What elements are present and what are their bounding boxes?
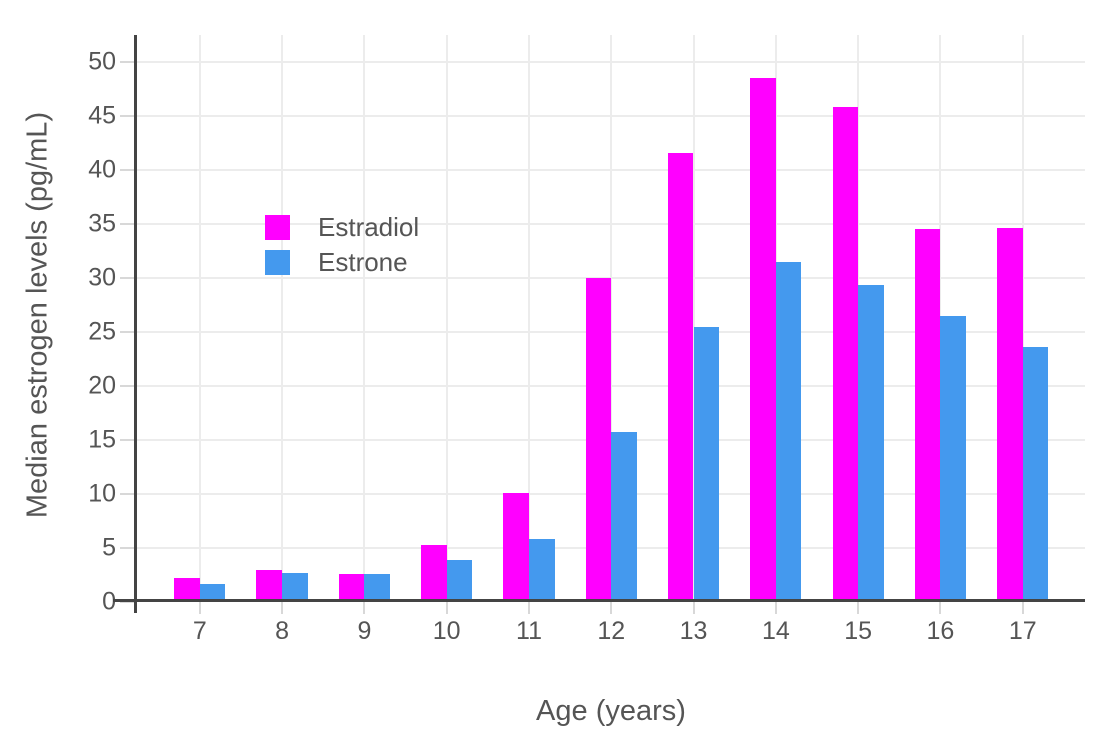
y-tick-50 bbox=[120, 61, 136, 63]
y-tick-45 bbox=[120, 115, 136, 117]
x-tick-label-9: 9 bbox=[357, 617, 372, 645]
x-gridline-11 bbox=[528, 35, 530, 602]
x-tick-label-14: 14 bbox=[761, 617, 790, 645]
bar-estrone-age-17 bbox=[1022, 347, 1049, 602]
x-tick-label-7: 7 bbox=[192, 617, 207, 645]
x-tick-16 bbox=[939, 602, 942, 614]
x-tick-9 bbox=[363, 602, 366, 614]
x-axis-title: Age (years) bbox=[536, 695, 686, 727]
y-tick-30 bbox=[120, 277, 136, 279]
bar-estradiol-age-10 bbox=[421, 544, 447, 602]
bar-estradiol-age-17 bbox=[997, 228, 1023, 602]
x-gridline-8 bbox=[281, 35, 284, 602]
bar-estradiol-age-15 bbox=[832, 107, 859, 602]
bar-estradiol-age-14 bbox=[750, 78, 776, 602]
bar-estrone-age-14 bbox=[775, 261, 802, 602]
bar-estrone-age-16 bbox=[940, 315, 966, 602]
y-tick-label-0: 0 bbox=[102, 587, 116, 616]
x-tick-label-16: 16 bbox=[926, 617, 955, 645]
x-tick-15 bbox=[857, 602, 860, 614]
y-tick-label-15: 15 bbox=[88, 425, 116, 454]
bar-estradiol-age-12 bbox=[585, 278, 612, 602]
y-tick-label-20: 20 bbox=[88, 371, 116, 400]
bar-estrone-age-9 bbox=[364, 573, 390, 602]
y-tick-label-5: 5 bbox=[102, 533, 116, 562]
bar-estradiol-age-16 bbox=[914, 229, 941, 602]
y-tick-label-10: 10 bbox=[88, 479, 116, 508]
x-gridline-10 bbox=[445, 35, 448, 602]
x-tick-7 bbox=[198, 602, 201, 614]
y-tick-label-25: 25 bbox=[88, 317, 116, 346]
x-tick-label-17: 17 bbox=[1008, 617, 1037, 645]
y-tick-15 bbox=[120, 439, 136, 441]
y-tick-label-50: 50 bbox=[88, 47, 116, 76]
legend-label-estradiol: Estradiol bbox=[318, 212, 420, 242]
x-gridline-9 bbox=[363, 35, 366, 602]
y-tick-40 bbox=[120, 169, 136, 171]
bar-estrone-age-13 bbox=[693, 326, 720, 602]
y-tick-25 bbox=[120, 331, 136, 333]
x-gridline-7 bbox=[198, 35, 201, 602]
x-tick-label-8: 8 bbox=[275, 617, 290, 645]
x-tick-label-11: 11 bbox=[516, 617, 542, 645]
x-tick-11 bbox=[528, 602, 530, 614]
y-tick-35 bbox=[120, 223, 136, 225]
y-tick-0 bbox=[120, 601, 136, 603]
bar-estradiol-age-13 bbox=[667, 152, 694, 602]
y-tick-label-35: 35 bbox=[88, 209, 116, 238]
y-tick-label-45: 45 bbox=[88, 101, 116, 130]
bar-estrone-age-8 bbox=[282, 572, 308, 602]
x-tick-10 bbox=[445, 602, 448, 614]
bar-estrone-age-12 bbox=[611, 432, 637, 602]
y-tick-10 bbox=[120, 493, 136, 495]
bar-estradiol-age-11 bbox=[503, 492, 529, 602]
y-tick-label-30: 30 bbox=[88, 263, 116, 292]
x-tick-label-10: 10 bbox=[432, 617, 461, 645]
bar-estrone-age-15 bbox=[858, 284, 884, 602]
y-axis-line bbox=[134, 35, 137, 613]
x-tick-label-15: 15 bbox=[844, 617, 872, 645]
bar-estradiol-age-8 bbox=[256, 569, 282, 602]
x-tick-8 bbox=[281, 602, 284, 614]
bar-estrone-age-10 bbox=[446, 559, 473, 602]
x-tick-14 bbox=[774, 602, 777, 614]
x-tick-12 bbox=[610, 602, 613, 614]
x-gridline-17 bbox=[1021, 35, 1024, 602]
legend-label-estrone: Estrone bbox=[318, 247, 408, 277]
bar-estrone-age-11 bbox=[529, 539, 555, 602]
bar-estradiol-age-9 bbox=[338, 573, 365, 602]
x-tick-label-13: 13 bbox=[679, 617, 708, 645]
legend-swatch-estrone bbox=[265, 250, 290, 275]
y-tick-label-40: 40 bbox=[88, 155, 116, 184]
legend-item-estradiol[interactable]: Estradiol bbox=[265, 212, 420, 242]
y-tick-5 bbox=[120, 547, 136, 549]
y-tick-20 bbox=[120, 385, 136, 387]
legend: Estradiol Estrone bbox=[265, 212, 420, 277]
x-tick-label-12: 12 bbox=[597, 617, 626, 645]
legend-item-estrone[interactable]: Estrone bbox=[265, 247, 419, 277]
x-gridline-13 bbox=[692, 35, 695, 602]
x-axis-line bbox=[113, 599, 1085, 602]
legend-swatch-estradiol bbox=[265, 215, 290, 240]
bar-estrone-age-7 bbox=[199, 583, 226, 602]
x-tick-17 bbox=[1021, 602, 1024, 614]
bar-estradiol-age-7 bbox=[174, 578, 200, 602]
y-axis-title: Median estrogen levels (pg/mL) bbox=[21, 111, 54, 519]
x-gridline-12 bbox=[610, 35, 613, 602]
x-tick-13 bbox=[692, 602, 695, 614]
